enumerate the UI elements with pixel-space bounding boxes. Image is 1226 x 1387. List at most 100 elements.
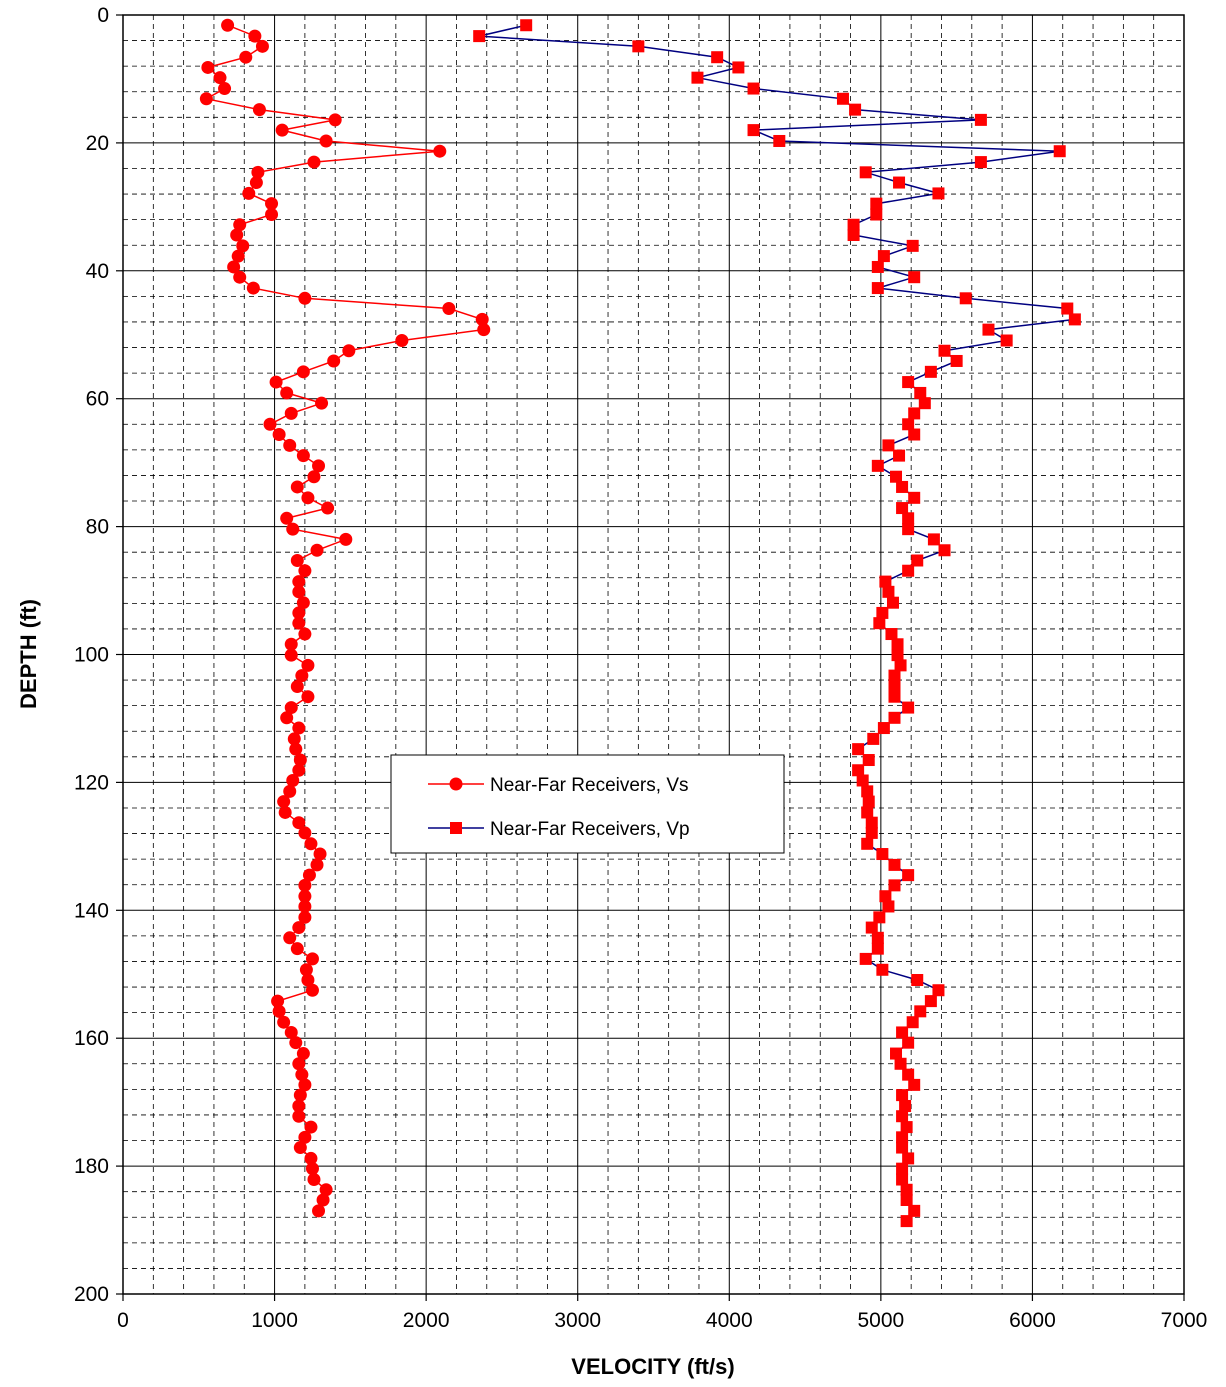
data-point <box>871 282 884 295</box>
data-point <box>871 260 884 273</box>
data-point <box>927 533 940 546</box>
data-point <box>888 711 901 724</box>
data-point <box>255 39 269 53</box>
data-point <box>950 354 963 367</box>
x-tick-label: 3000 <box>554 1309 601 1332</box>
legend-box <box>390 754 785 854</box>
data-point <box>891 649 904 662</box>
data-point <box>477 323 491 337</box>
data-point <box>290 942 304 956</box>
data-point <box>293 753 307 767</box>
data-point <box>305 1162 319 1176</box>
data-point <box>292 763 306 777</box>
data-point <box>289 742 303 756</box>
data-point <box>773 134 786 147</box>
data-point <box>284 637 298 651</box>
data-point <box>902 512 915 525</box>
data-point <box>296 1047 310 1061</box>
data-point <box>632 40 645 53</box>
data-point <box>856 774 869 787</box>
data-point <box>292 616 306 630</box>
data-point <box>298 910 312 924</box>
data-point <box>886 596 899 609</box>
data-point <box>906 239 919 252</box>
data-point <box>433 144 447 158</box>
data-point <box>246 281 260 295</box>
data-point <box>304 837 318 851</box>
data-point <box>900 1183 913 1196</box>
data-point <box>342 344 356 358</box>
data-point <box>959 292 972 305</box>
data-point <box>298 291 312 305</box>
data-point <box>290 480 304 494</box>
y-tick-label: 140 <box>74 899 109 922</box>
data-point <box>242 186 256 200</box>
data-point <box>938 544 951 557</box>
data-point <box>319 134 333 148</box>
data-point <box>213 71 227 85</box>
data-point <box>290 553 304 567</box>
data-point <box>239 50 253 64</box>
data-point <box>918 397 931 410</box>
data-point <box>870 197 883 210</box>
data-point <box>861 806 874 819</box>
data-point <box>265 197 279 211</box>
data-point <box>201 60 215 74</box>
data-point <box>199 92 213 106</box>
data-point <box>304 1120 318 1134</box>
data-point <box>862 754 875 767</box>
x-tick-label: 0 <box>117 1309 129 1332</box>
data-point <box>871 459 884 472</box>
data-point <box>908 491 921 504</box>
y-tick-label: 120 <box>74 771 109 794</box>
data-point <box>902 701 915 714</box>
data-point <box>932 984 945 997</box>
data-point <box>896 502 909 515</box>
data-point <box>932 187 945 200</box>
data-point <box>292 1057 306 1071</box>
data-point <box>890 1047 903 1060</box>
data-point <box>711 51 724 64</box>
data-point <box>908 1078 921 1091</box>
data-point <box>896 1162 909 1175</box>
data-point <box>914 386 927 399</box>
data-point <box>277 1015 291 1029</box>
data-point <box>298 826 312 840</box>
data-point <box>289 1036 303 1050</box>
data-point <box>284 1025 298 1039</box>
data-point <box>882 585 895 598</box>
data-point <box>280 386 294 400</box>
data-point <box>1061 302 1074 315</box>
legend-marker-vs <box>449 777 463 791</box>
data-point <box>315 396 329 410</box>
data-point <box>265 208 279 222</box>
data-point <box>896 1141 909 1154</box>
data-point <box>301 973 315 987</box>
data-point <box>299 963 313 977</box>
data-point <box>271 994 285 1008</box>
data-point <box>475 312 489 326</box>
data-point <box>888 858 901 871</box>
data-point <box>292 606 306 620</box>
data-point <box>877 722 890 735</box>
data-point <box>847 228 860 241</box>
data-point <box>296 449 310 463</box>
data-point <box>870 208 883 221</box>
data-point <box>882 439 895 452</box>
data-point <box>298 627 312 641</box>
data-point <box>293 1088 307 1102</box>
data-point <box>859 166 872 179</box>
data-point <box>893 449 906 462</box>
x-tick-label: 2000 <box>403 1309 450 1332</box>
y-tick-label: 0 <box>97 4 109 27</box>
data-point <box>280 711 294 725</box>
data-point <box>263 417 277 431</box>
data-point <box>252 103 266 117</box>
data-point <box>287 732 301 746</box>
data-point <box>298 1130 312 1144</box>
y-tick-label: 60 <box>86 388 109 411</box>
data-point <box>304 1151 318 1165</box>
data-point <box>292 585 306 599</box>
data-point <box>902 418 915 431</box>
